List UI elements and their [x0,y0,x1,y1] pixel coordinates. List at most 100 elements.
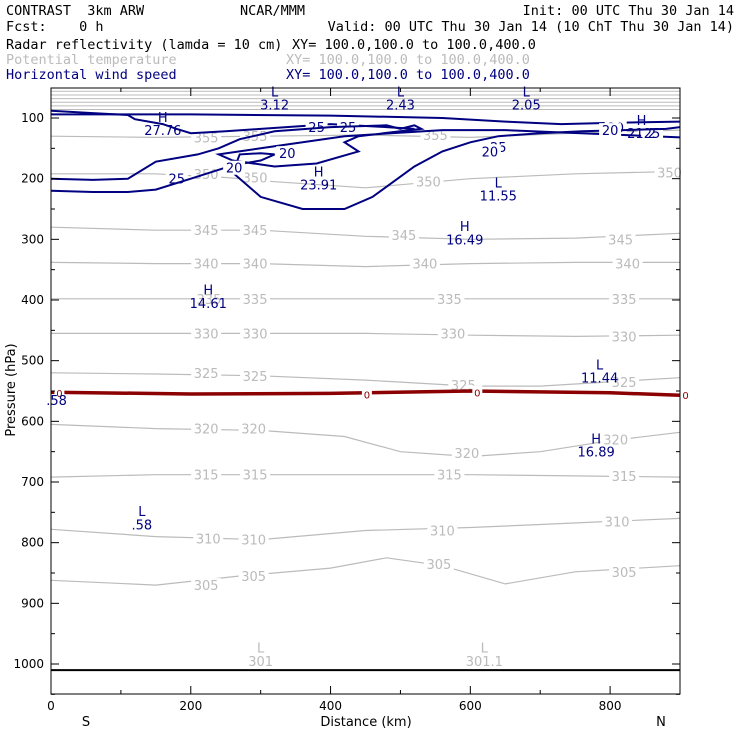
theta-label-bg [240,467,271,482]
theta-label-350: 350 [243,171,268,186]
legend-wind-xy: XY= 100.0,100.0 to 100.0,400.0 [286,67,530,83]
reflectivity-label: 0 [56,389,62,400]
reflectivity-label: 0 [364,390,370,401]
x-tick-label: 400 [319,699,342,713]
theta-label-310: 310 [605,515,630,530]
wind-label-20: 20 [482,145,499,160]
theta-label-bg [427,523,458,538]
extremum-symbol: H [314,165,324,180]
x-axis-title: Distance (km) [320,715,411,730]
theta-label-bg [191,467,222,482]
theta-label-320: 320 [603,434,628,449]
extremum-value: .58 [46,394,67,409]
theta-label-bg [434,467,465,482]
header-init: Init: 00 UTC Thu 30 Jan 14 [522,3,734,19]
extremum-symbol: L [271,85,279,100]
x-tick-label: 800 [599,699,622,713]
y-tick-label: 200 [21,172,44,186]
theta-label-310: 310 [241,534,266,549]
x-tick-label: 600 [459,699,482,713]
y-tick-label: 400 [21,293,44,307]
theta-label-bg [191,256,222,271]
theta-label-bg [609,291,640,306]
plot-axes: 0 200 400 600 800100200300400500600700800900… [13,87,681,713]
theta-label-330: 330 [612,330,637,345]
extremum-symbol: H [460,220,470,235]
theta-label-310: 310 [430,525,455,540]
y-tick-label: 100 [21,111,44,125]
theta-label-330: 330 [194,327,219,342]
theta-label-335: 335 [437,293,462,308]
theta-label-bg [191,421,222,436]
reflectivity-label-bg [472,385,483,398]
theta-label-bg [238,532,269,547]
theta-label-bg [193,291,224,306]
reflectivity-label-bg [361,387,372,400]
theta-line-325 [50,372,681,387]
theta-label-305: 305 [612,566,637,581]
extremum-value: 2.05 [512,99,541,114]
theta-label-bg [609,564,640,579]
legend-wind-label: Horizontal wind speed [6,67,177,83]
theta-label-bg [423,556,454,571]
theta-label-320: 320 [454,447,479,462]
wind-line-20 [51,113,681,126]
theta-label-340: 340 [194,258,219,273]
extremum-value: 3.12 [260,99,289,114]
theta-label-bg [191,130,222,145]
theta-line-305 [50,557,681,586]
theta-label-310: 310 [196,532,221,547]
wind-label-bg [223,160,246,175]
theta-line-320 [50,423,681,458]
theta-label-330: 330 [243,327,268,342]
theta-label-320: 320 [194,423,219,438]
extremum-symbol: L [596,358,604,373]
y-tick-label: 1000 [13,657,44,671]
theta-label-bg [240,368,271,383]
theta-label-bg [437,326,468,341]
theta-label-335: 335 [612,293,637,308]
legend-reflectivity-xy: XY= 100.0,100.0 to 100.0,400.0 [292,37,536,53]
header-forecast: Fcst: 0 h [6,19,104,35]
extremum-symbol: H [158,111,168,126]
theta-label-bg [240,291,271,306]
theta-label-bg [654,165,685,180]
extremum-symbol: H [637,114,647,129]
y-axis-title: Pressure (hPa) [4,343,19,436]
theta-label-320: 320 [241,423,266,438]
reflectivity-contour: 0 0 0 0 [50,385,691,402]
extremum-value: 16.89 [578,446,615,461]
theta-line-345 [50,226,681,240]
y-tick-label: 500 [21,354,44,368]
y-tick-label: 800 [21,536,44,550]
wind-label-25: 25 [644,127,661,142]
x-tick-label: 200 [179,699,202,713]
theta-line-315 [50,474,681,478]
theta-label-315: 315 [194,469,219,484]
theta-contours: 305 305 305 305 310 310 310 310 315 315 315 315 320 3… [50,90,685,594]
wind-label-25: 25 [340,121,357,136]
theta-label-bg [609,374,640,389]
extremum-value: 11.44 [581,372,618,387]
theta-label-bg [602,514,633,529]
theta-label-325: 325 [194,367,219,382]
theta-label-325: 325 [243,370,268,385]
header-model: CONTRAST 3km ARW [6,3,145,19]
wind-label-bg [305,120,328,135]
theta-line-340 [50,261,680,268]
theta-line-330 [51,332,681,338]
reflectivity-line [50,389,681,397]
theta-label-355: 355 [423,129,448,144]
theta-label-335: 335 [243,293,268,308]
extremum-symbol: H [591,432,601,447]
reflectivity-label: 0 [682,391,688,402]
theta-label-340: 340 [243,258,268,273]
theta-label-bg [191,326,222,341]
y-tick-label: 300 [21,232,44,246]
theta-label-bg [413,174,444,189]
extremum-value: 2.43 [386,99,415,114]
reflectivity-label-bg [680,388,691,401]
theta-label-bg [191,365,222,380]
theta-label-345: 345 [608,233,633,248]
